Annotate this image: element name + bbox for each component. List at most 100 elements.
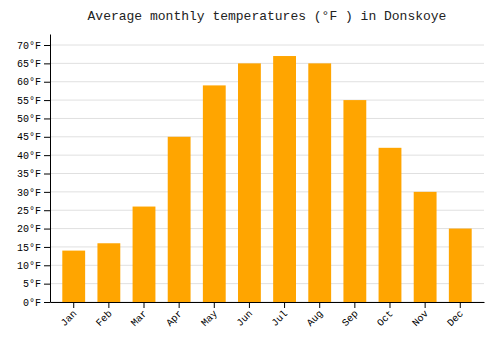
bars bbox=[62, 56, 471, 302]
y-tick: 10°F bbox=[17, 261, 50, 272]
y-tick: 55°F bbox=[17, 96, 50, 107]
x-tick-label: Feb bbox=[94, 308, 115, 329]
grid-line bbox=[50, 63, 484, 64]
y-tick-label: 60°F bbox=[17, 77, 41, 88]
x-tick-label: Dec bbox=[445, 308, 466, 329]
bar bbox=[238, 63, 261, 302]
y-tick-mark bbox=[44, 210, 50, 211]
x-tick-label: Jun bbox=[235, 308, 256, 329]
title: Average monthly temperatures (°F ) in Do… bbox=[88, 9, 447, 24]
bar bbox=[414, 192, 437, 302]
y-tick-label: 25°F bbox=[17, 206, 41, 217]
y-tick: 15°F bbox=[17, 243, 50, 254]
y-tick: 25°F bbox=[17, 206, 50, 217]
bar bbox=[203, 85, 226, 302]
grid-line bbox=[50, 100, 484, 101]
x-axis-line bbox=[51, 302, 485, 303]
x-tick: Jan bbox=[59, 302, 80, 329]
bar bbox=[308, 63, 331, 302]
bar bbox=[97, 243, 120, 302]
y-tick-mark bbox=[44, 137, 50, 138]
grid-line bbox=[50, 118, 484, 119]
x-tick-mark bbox=[460, 302, 461, 308]
chart: Average monthly temperatures (°F ) in Do… bbox=[0, 0, 500, 350]
x-tick-mark bbox=[389, 302, 390, 308]
y-tick: 70°F bbox=[17, 41, 50, 52]
grid-line bbox=[50, 155, 484, 156]
x-tick-label: Aug bbox=[305, 308, 326, 329]
y-tick: 45°F bbox=[17, 132, 50, 143]
x-tick: Jun bbox=[235, 302, 256, 329]
x-axis: Jan Feb Mar Apr May Jun Jul Aug Sep Oct Nov Dec bbox=[51, 302, 485, 329]
x-tick-mark bbox=[108, 302, 109, 308]
x-tick: Nov bbox=[410, 302, 431, 329]
x-tick-label: Mar bbox=[129, 308, 150, 329]
bar bbox=[449, 229, 472, 302]
x-tick-mark bbox=[319, 302, 320, 308]
x-tick: Mar bbox=[129, 302, 150, 329]
bar bbox=[343, 100, 366, 302]
y-tick-label: 70°F bbox=[17, 41, 41, 52]
y-tick-mark bbox=[44, 265, 50, 266]
x-tick-label: Oct bbox=[375, 308, 396, 329]
y-tick-label: 0°F bbox=[23, 298, 41, 309]
x-tick-mark bbox=[73, 302, 74, 308]
y-tick: 5°F bbox=[23, 279, 50, 290]
x-tick-label: Sep bbox=[340, 308, 361, 329]
y-tick-mark bbox=[44, 45, 50, 46]
x-tick-mark bbox=[179, 302, 180, 308]
x-tick-label: Apr bbox=[164, 308, 185, 329]
y-tick-label: 55°F bbox=[17, 96, 41, 107]
grid-line bbox=[50, 81, 484, 82]
y-tick: 20°F bbox=[17, 224, 50, 235]
bar bbox=[62, 251, 85, 302]
y-tick: 30°F bbox=[17, 188, 50, 199]
y-tick-label: 65°F bbox=[17, 59, 41, 70]
grid-line bbox=[50, 173, 484, 174]
y-tick-mark bbox=[44, 302, 50, 303]
y-tick-label: 40°F bbox=[17, 151, 41, 162]
x-tick-mark bbox=[425, 302, 426, 308]
y-tick: 60°F bbox=[17, 77, 50, 88]
y-tick-label: 15°F bbox=[17, 243, 41, 254]
bar bbox=[168, 137, 191, 302]
bar bbox=[379, 148, 402, 302]
y-tick-mark bbox=[44, 100, 50, 101]
y-tick-label: 45°F bbox=[17, 132, 41, 143]
y-tick: 40°F bbox=[17, 151, 50, 162]
y-tick-mark bbox=[44, 192, 50, 193]
y-axis-line bbox=[50, 35, 51, 303]
x-tick: Oct bbox=[375, 302, 396, 329]
x-tick: Aug bbox=[305, 302, 326, 329]
x-tick: Feb bbox=[94, 302, 115, 329]
bar bbox=[273, 56, 296, 302]
y-tick-label: 50°F bbox=[17, 114, 41, 125]
y-tick-mark bbox=[44, 247, 50, 248]
grid-line bbox=[50, 136, 484, 137]
x-tick-label: May bbox=[199, 308, 220, 329]
x-tick-label: Jan bbox=[59, 308, 80, 329]
y-tick-mark bbox=[44, 63, 50, 64]
y-tick: 0°F bbox=[23, 298, 50, 309]
y-tick-label: 10°F bbox=[17, 261, 41, 272]
x-tick-mark bbox=[249, 302, 250, 308]
x-tick: Dec bbox=[445, 302, 466, 329]
y-tick-mark bbox=[44, 174, 50, 175]
y-tick-mark bbox=[44, 155, 50, 156]
y-tick-label: 30°F bbox=[17, 188, 41, 199]
y-tick-mark bbox=[44, 229, 50, 230]
plot: 0°F 5°F 10°F 15°F 20°F 25°F 30°F 35°F 40°F 45°F 50… bbox=[17, 35, 485, 329]
y-tick-label: 35°F bbox=[17, 169, 41, 180]
x-tick-mark bbox=[144, 302, 145, 308]
y-axis: 0°F 5°F 10°F 15°F 20°F 25°F 30°F 35°F 40°F 45°F 50… bbox=[17, 35, 51, 309]
x-tick: May bbox=[199, 302, 220, 329]
y-tick-mark bbox=[44, 118, 50, 119]
y-tick-label: 5°F bbox=[23, 279, 41, 290]
y-tick-mark bbox=[44, 82, 50, 83]
x-tick-mark bbox=[284, 302, 285, 308]
x-tick: Sep bbox=[340, 302, 361, 329]
y-tick: 65°F bbox=[17, 59, 50, 70]
grid-line bbox=[50, 45, 484, 46]
y-tick: 50°F bbox=[17, 114, 50, 125]
x-tick-label: Jul bbox=[270, 308, 291, 329]
